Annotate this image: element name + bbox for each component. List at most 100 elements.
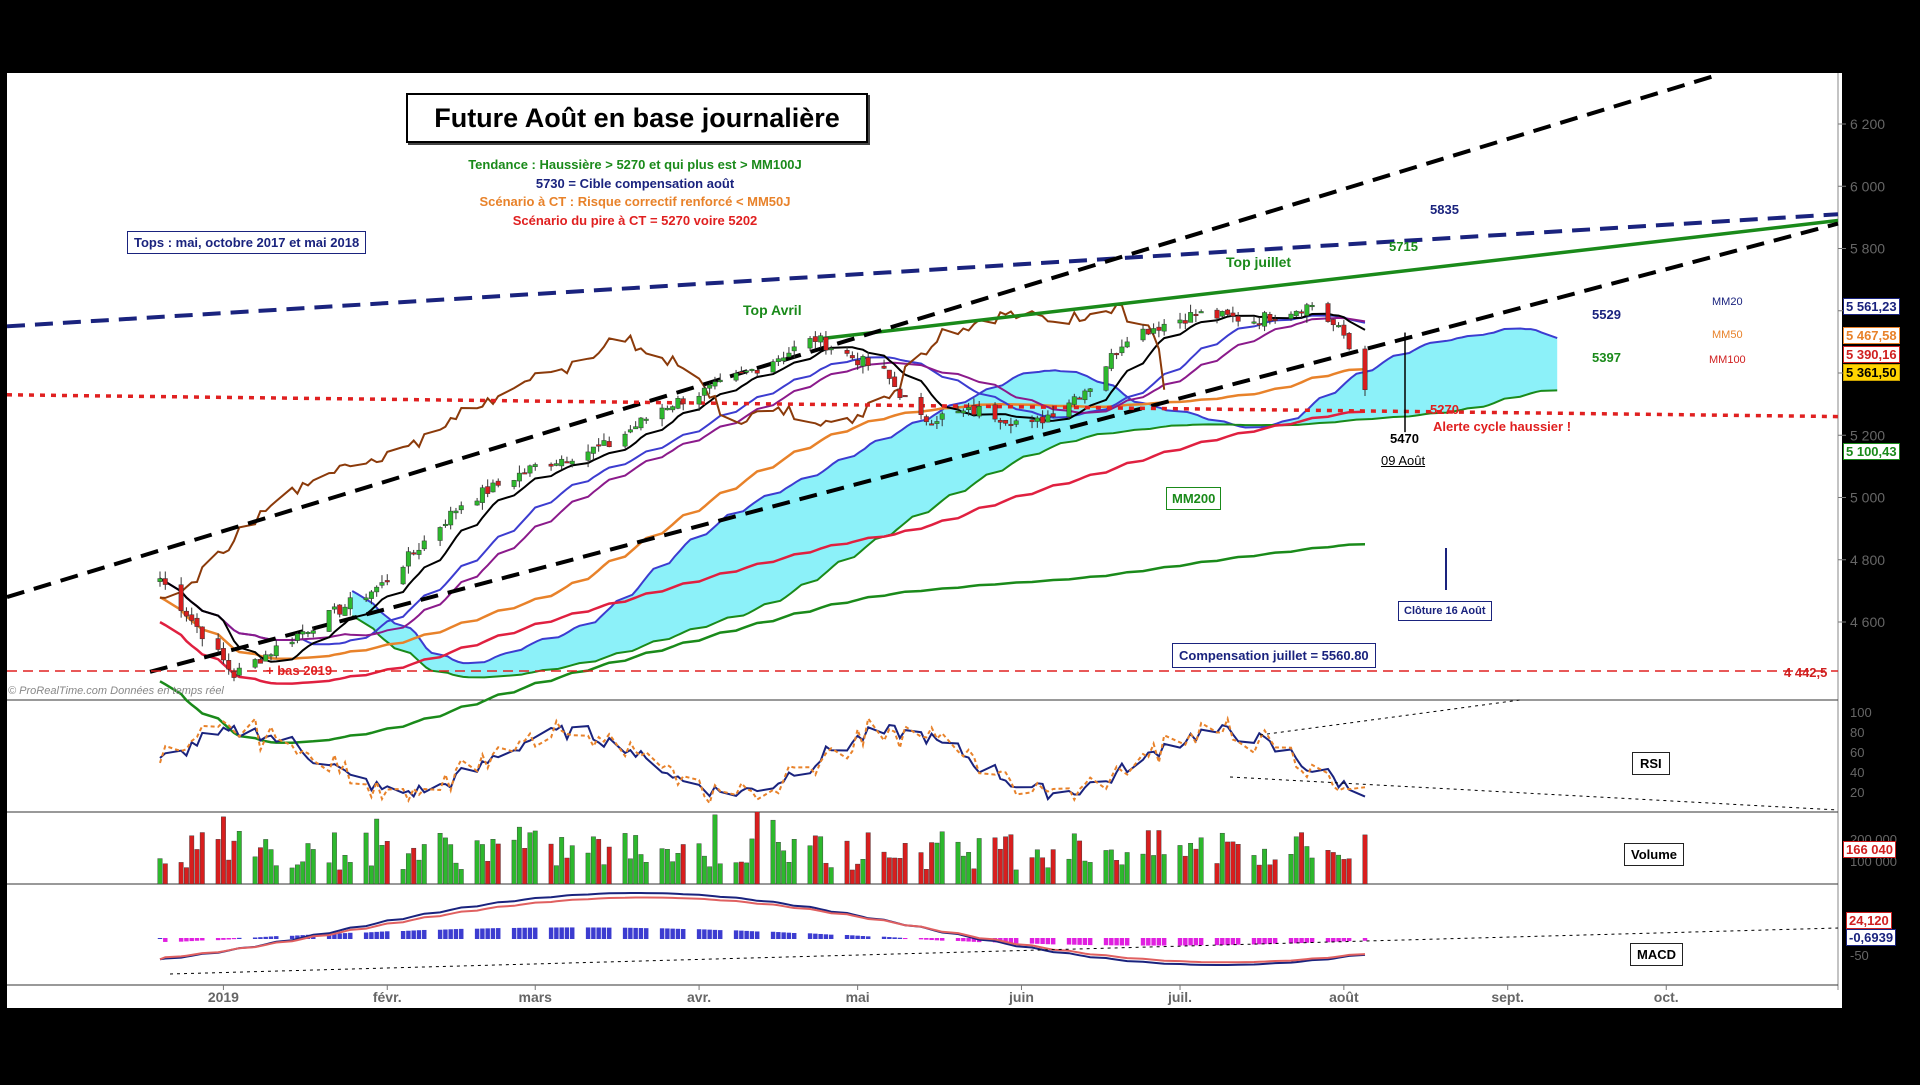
macd-box: MACD — [1630, 943, 1683, 966]
volume-bar — [416, 859, 422, 885]
macd-histogram-bar — [892, 937, 897, 939]
macd-histogram-bar — [237, 937, 242, 939]
volume-bar — [374, 818, 380, 885]
volume-bar — [221, 816, 226, 885]
macd-histogram-bar — [1109, 938, 1114, 946]
candle-body — [1045, 414, 1051, 423]
candle-body — [781, 357, 787, 362]
volume-bar — [442, 837, 448, 885]
volume-bar — [421, 844, 427, 885]
volume-bar — [1008, 834, 1014, 885]
label-mm100: MM100 — [1709, 354, 1746, 366]
candle-body — [511, 480, 517, 487]
volume-bar — [775, 842, 781, 885]
macd-histogram-bar — [326, 934, 332, 939]
volume-bar — [326, 862, 332, 885]
macd-histogram-bar — [1299, 938, 1304, 944]
candle-body — [458, 505, 464, 511]
volume-bar — [680, 844, 686, 885]
ma100-line — [159, 410, 1366, 685]
volume-bar — [1108, 849, 1114, 885]
volume-bar — [1272, 859, 1278, 885]
volume-bar — [818, 836, 824, 885]
volume-bar — [633, 835, 639, 885]
candle-body — [162, 578, 168, 585]
candle-body — [1151, 328, 1157, 334]
candle-body — [257, 659, 263, 664]
macd-histogram-bar — [1225, 938, 1230, 945]
volume-bar — [411, 847, 417, 885]
volume-bar — [701, 855, 707, 885]
macd-histogram-bar — [897, 937, 903, 939]
macd-histogram-bar — [1193, 938, 1199, 946]
volume-bar — [1082, 860, 1088, 885]
macd-histogram-bar — [448, 929, 453, 939]
candle-body — [918, 397, 924, 416]
macd-histogram-bar — [633, 927, 638, 939]
candle-body — [1235, 315, 1241, 322]
candle-body — [1251, 321, 1257, 324]
volume-bar — [812, 835, 818, 885]
macd-histogram-bar — [585, 927, 591, 939]
macd-histogram-bar — [712, 929, 718, 939]
macd-histogram-bar — [644, 928, 649, 939]
candle-body — [516, 472, 522, 482]
label-5715: 5715 — [1389, 239, 1418, 254]
candle-body — [1087, 388, 1093, 392]
macd-histogram-bar — [702, 929, 707, 939]
volume-bar — [1177, 845, 1183, 885]
y-tick-label: 4 800 — [1850, 552, 1885, 568]
macd-histogram-bar — [813, 933, 818, 939]
candle-body — [252, 659, 258, 668]
macd-histogram-bar — [443, 929, 448, 939]
macd-histogram-bar — [955, 938, 961, 941]
macd-histogram-bar — [1040, 938, 1045, 945]
volume-bar — [675, 853, 681, 885]
macd-histogram-bar — [1198, 938, 1204, 946]
candle-body — [1077, 397, 1083, 400]
candle-body — [263, 654, 269, 662]
candle-body — [559, 458, 565, 467]
candle-body — [405, 551, 411, 567]
volume-bar — [754, 811, 760, 885]
candle-body — [331, 606, 337, 610]
volume-bar — [564, 857, 570, 885]
scenario-lines: Tendance : Haussière > 5270 et qui plus … — [380, 156, 890, 230]
candle-body — [1071, 396, 1077, 405]
volume-bar — [897, 858, 903, 885]
macd-histogram-bar — [215, 938, 221, 941]
volume-bar — [1193, 848, 1199, 885]
candle-body — [818, 335, 824, 343]
macd-histogram-bar — [1151, 938, 1156, 946]
volume-bar — [1103, 850, 1109, 885]
macd-histogram-bar — [400, 931, 406, 939]
candle-body — [807, 338, 813, 349]
volume-bar — [485, 860, 491, 885]
volume-bar — [194, 849, 200, 885]
candle-body — [997, 420, 1003, 423]
macd-histogram-bar — [670, 928, 675, 939]
volume-bar — [1003, 836, 1009, 885]
volume-bar — [738, 861, 744, 885]
candle-body — [627, 429, 633, 433]
candle-body — [675, 398, 681, 409]
tops-label: Tops : mai, octobre 2017 et mai 2018 — [134, 235, 360, 250]
y-tick-label: 5 000 — [1850, 490, 1885, 506]
badge-volume: 166 040 — [1843, 841, 1896, 858]
macd-histogram-bar — [1082, 938, 1088, 945]
candle-body — [828, 348, 834, 351]
macd-histogram-bar — [189, 938, 194, 942]
macd-histogram-bar — [1288, 938, 1294, 944]
macd-histogram-bar — [939, 938, 945, 941]
macd-histogram-bar — [665, 928, 670, 939]
volume-bar — [1235, 844, 1241, 885]
candle-body — [527, 465, 533, 474]
macd-histogram-bar — [749, 931, 755, 939]
candle-body — [1272, 318, 1278, 321]
volume-bar — [1151, 855, 1157, 885]
macd-histogram-bar — [1235, 938, 1241, 945]
rsi-tick-label: 60 — [1850, 745, 1864, 760]
macd-histogram-bar — [961, 938, 966, 942]
volume-label: Volume — [1631, 847, 1677, 862]
